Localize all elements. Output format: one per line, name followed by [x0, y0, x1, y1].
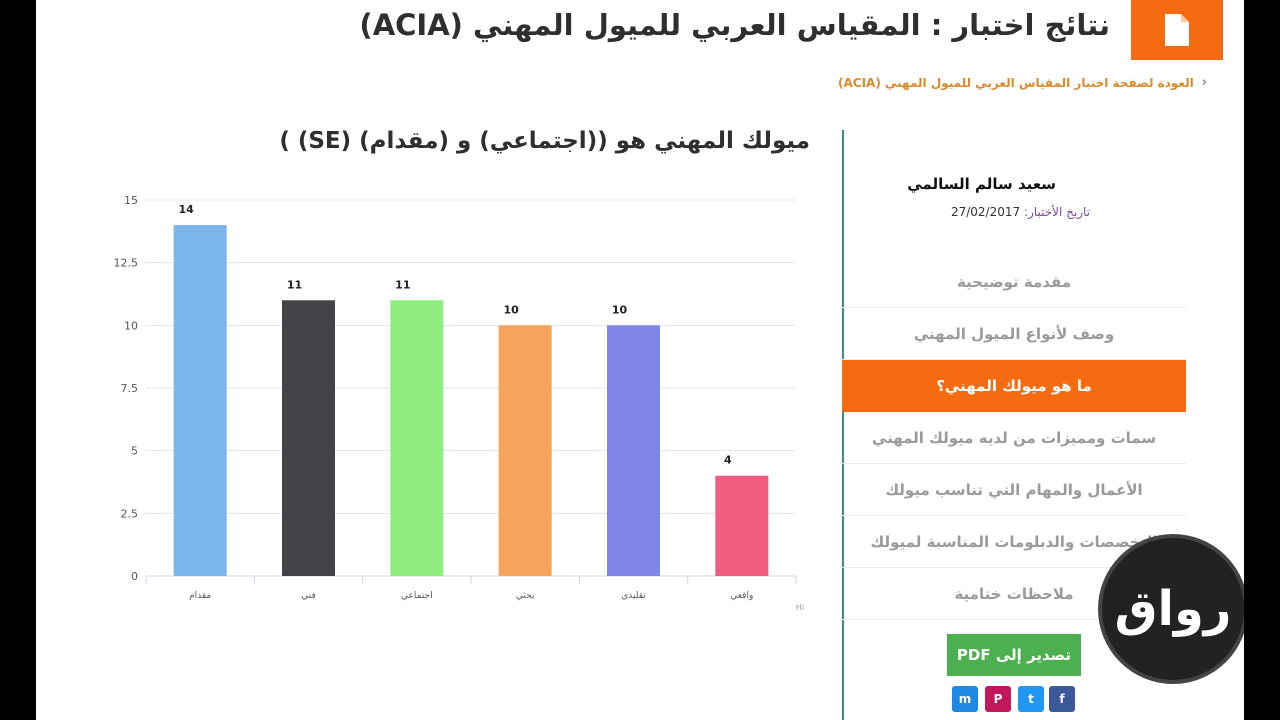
sidebar-menu-item-2[interactable]: وصف لأنواع الميول المهني: [842, 308, 1186, 360]
sidebar-menu-item-4[interactable]: سمات ومميزات من لديه ميولك المهني: [842, 412, 1186, 464]
sidebar-menu-item-3[interactable]: ما هو ميولك المهني؟: [842, 360, 1186, 412]
pinterest-share-button[interactable]: P: [985, 686, 1011, 712]
bar-data-label: 11: [287, 278, 302, 291]
x-tick-label: تقليدي: [621, 591, 646, 601]
y-tick-label: 15: [124, 194, 138, 207]
messenger-share-button[interactable]: m: [952, 686, 978, 712]
back-link[interactable]: ‹ العودة لصفحة اختبار المقياس العربي للم…: [838, 75, 1207, 90]
chevron-left-icon: ‹: [1201, 75, 1207, 90]
y-tick-label: 2.5: [121, 507, 139, 520]
bar-5: [607, 325, 660, 576]
facebook-share-button[interactable]: f: [1049, 686, 1075, 712]
y-tick-label: 0: [131, 570, 138, 583]
bar-data-label: 11: [395, 278, 410, 291]
y-tick-label: 10: [124, 319, 138, 332]
sidebar-menu: مقدمة توضيحية وصف لأنواع الميول المهني ما …: [842, 256, 1186, 620]
pinterest-icon: P: [993, 692, 1003, 706]
bar-data-label: 14: [179, 203, 195, 216]
channel-watermark-logo: رواق: [1098, 534, 1244, 684]
facebook-icon: f: [1059, 692, 1065, 706]
sidebar-menu-item-5[interactable]: الأعمال والمهام التي تناسب ميولك: [842, 464, 1186, 516]
y-tick-label: 12.5: [114, 257, 139, 270]
chart-credit: Hi: [796, 603, 804, 612]
chart-title: ميولك المهني هو ((اجتماعي) و (مقدام) (SE…: [279, 128, 810, 154]
bar-data-label: 10: [612, 303, 628, 316]
page-screen: نتائج اختبار : المقياس العربي للميول الم…: [36, 0, 1244, 720]
x-tick-label: مقدام: [189, 591, 211, 601]
x-tick-label: اجتماعي: [401, 591, 433, 601]
sidebar-menu-item-6[interactable]: التخصصات والدبلومات المناسبة لميولك: [842, 516, 1186, 568]
document-icon: [1165, 14, 1189, 46]
content-divider: [842, 130, 844, 720]
twitter-share-button[interactable]: t: [1018, 686, 1044, 712]
x-tick-label: بحثي: [516, 591, 535, 601]
bar-3: [390, 300, 444, 576]
y-tick-label: 7.5: [121, 382, 139, 395]
page-title: نتائج اختبار : المقياس العربي للميول الم…: [359, 8, 1110, 42]
x-tick-label: واقعي: [730, 591, 753, 601]
header-icon-box: [1131, 0, 1223, 60]
bar-chart: 0 2.5 5 7.5 10 12.5 15 14 مقدام 11 فني 11 اجتماعي 10 ب…: [114, 194, 805, 612]
user-name: سعيد سالم السالمي: [907, 175, 1056, 193]
messenger-icon: m: [958, 692, 972, 706]
bar-data-label: 4: [724, 454, 732, 467]
x-tick-label: فني: [301, 591, 316, 601]
test-date-label: تاريخ الأختبار:: [1023, 205, 1090, 219]
bar-2: [282, 300, 335, 576]
bar-1: [173, 225, 227, 577]
test-date: تاريخ الأختبار: 27/02/2017: [951, 205, 1090, 219]
bar-6: [715, 475, 769, 576]
y-tick-label: 5: [131, 445, 138, 458]
export-pdf-button[interactable]: تصدير إلى PDF: [947, 634, 1081, 676]
bar-4: [498, 325, 552, 576]
twitter-icon: t: [1028, 692, 1034, 706]
bar-data-label: 10: [504, 303, 520, 316]
sidebar-menu-item-1[interactable]: مقدمة توضيحية: [842, 256, 1186, 308]
sidebar-menu-item-7[interactable]: ملاحظات ختامية: [842, 568, 1186, 620]
test-date-value: 27/02/2017: [950, 205, 1021, 219]
back-link-text[interactable]: العودة لصفحة اختبار المقياس العربي للميو…: [838, 75, 1194, 90]
